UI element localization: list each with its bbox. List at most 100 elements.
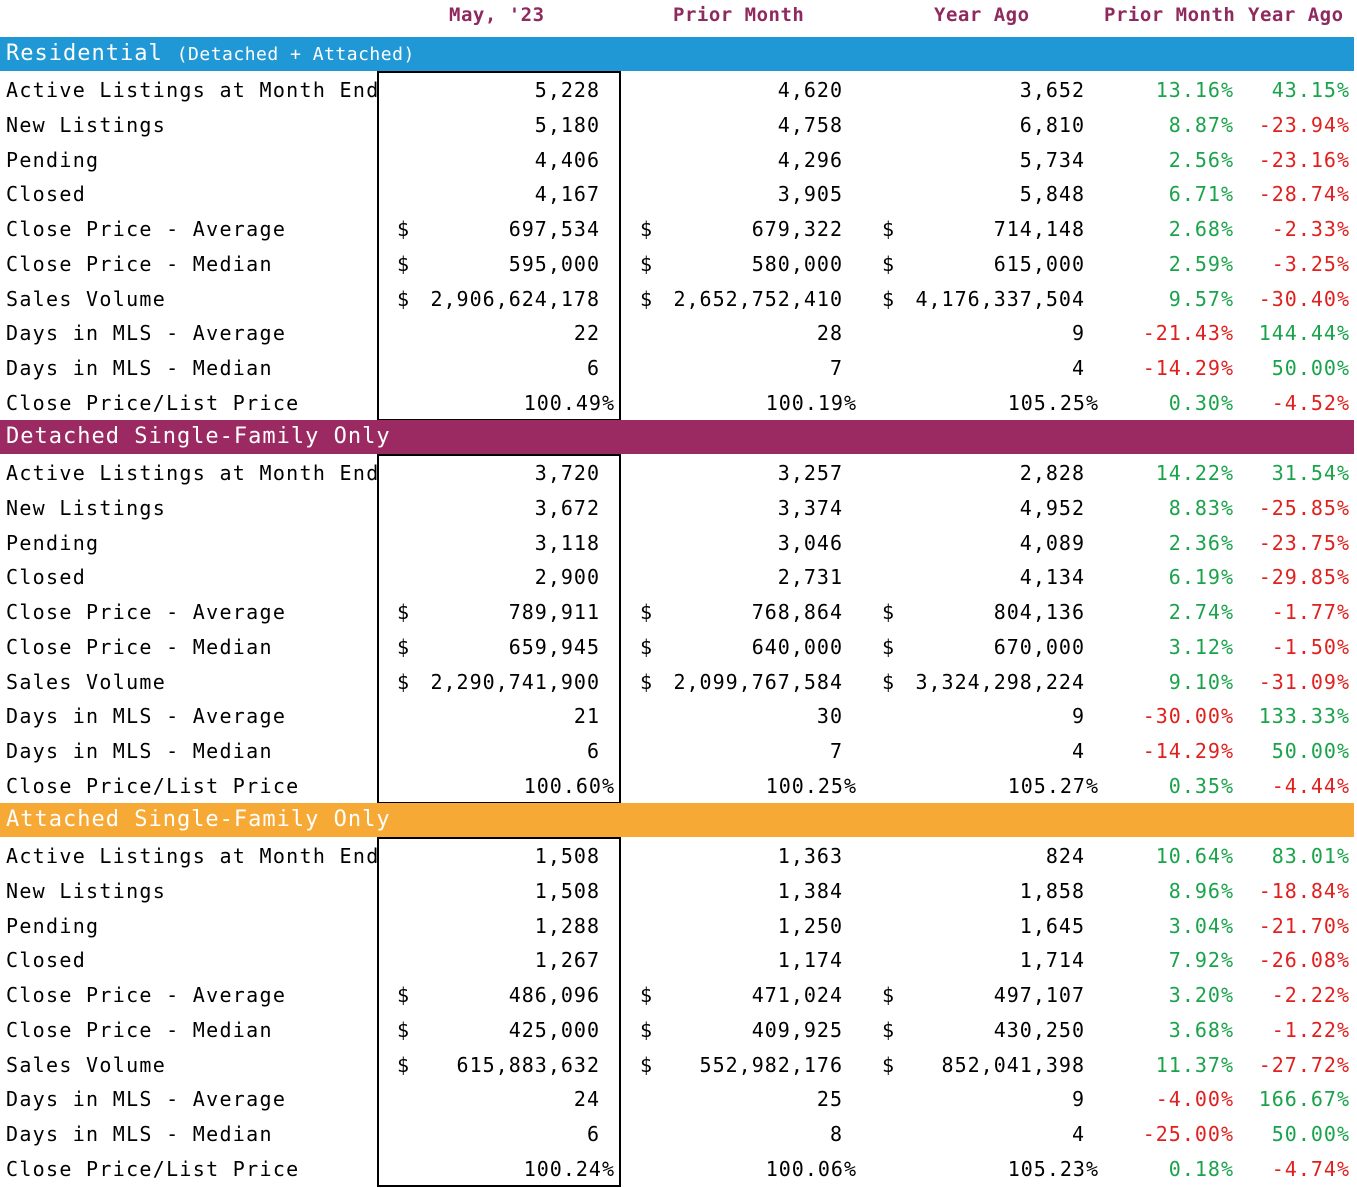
pct-change-prior-month: 2.56% (1168, 147, 1234, 172)
currency-symbol: $ (882, 251, 895, 276)
pct-change-prior-month: 2.36% (1168, 530, 1234, 555)
value-prior-month: 409,925 (751, 1017, 843, 1042)
row-label: Close Price - Median (6, 251, 273, 276)
pct-change-prior-month: 13.16% (1155, 78, 1234, 102)
row-label: Sales Volume (6, 1052, 167, 1077)
pct-change-year-ago: 83.01% (1271, 844, 1350, 868)
value-year-ago: 4 (1071, 1122, 1085, 1146)
table-row: Sales Volume $ $ $2,906,624,178 2,652,752,41… (0, 282, 1357, 317)
pct-change-prior-month: 0.18% (1168, 1156, 1234, 1181)
value-current: 659,945 (508, 634, 600, 659)
row-label: Active Listings at Month End (6, 844, 380, 868)
value-year-ago: 804,136 (993, 600, 1085, 624)
value-prior-month: 679,322 (751, 217, 843, 241)
table-row: Pending 1,288 1,250 1,645 3.04% -21.70% (0, 909, 1357, 944)
currency-symbol: $ (882, 217, 895, 241)
value-year-ago: 3,652 (1019, 78, 1085, 102)
pct-change-year-ago: 50.00% (1271, 739, 1350, 763)
pct-change-year-ago: -4.52% (1271, 390, 1350, 415)
row-label: Active Listings at Month End (6, 461, 380, 485)
row-label: Days in MLS - Average (6, 704, 287, 729)
table-row: Closed 2,900 2,731 4,134 6.19% -29.85% (0, 560, 1357, 595)
value-current: 21 (573, 704, 600, 729)
section-title: Residential (6, 41, 163, 66)
currency-symbol: $ (640, 217, 653, 241)
table-row: Active Listings at Month End 3,720 3,257 2,… (0, 456, 1357, 491)
table-row: Close Price - Average $ $ $789,911 768,864 80… (0, 595, 1357, 630)
table-row: Pending 4,406 4,296 5,734 2.56% -23.16% (0, 143, 1357, 178)
pct-change-year-ago: -25.85% (1258, 495, 1350, 520)
value-current: 5,180 (534, 112, 600, 137)
value-current: 100.24% (523, 1156, 615, 1181)
value-prior-month: 1,384 (777, 878, 843, 903)
value-current: 3,672 (534, 495, 600, 520)
pct-change-year-ago: -4.44% (1271, 773, 1350, 798)
currency-symbol: $ (640, 634, 653, 659)
pct-change-year-ago: -1.22% (1271, 1017, 1350, 1042)
value-prior-month: 7 (829, 356, 843, 380)
value-current: 100.49% (523, 390, 615, 415)
row-label: Closed (6, 948, 87, 973)
value-prior-month: 471,024 (751, 983, 843, 1007)
pct-change-year-ago: 50.00% (1271, 1122, 1350, 1146)
table-row: Sales Volume $ $ $2,290,741,900 2,099,767,58… (0, 665, 1357, 700)
value-year-ago: 9 (1071, 321, 1085, 346)
table-row: Pending 3,118 3,046 4,089 2.36% -23.75% (0, 526, 1357, 561)
pct-change-year-ago: -28.74% (1258, 182, 1350, 207)
value-year-ago: 9 (1071, 704, 1085, 729)
pct-change-year-ago: -27.72% (1258, 1052, 1350, 1077)
pct-change-prior-month: 6.71% (1168, 182, 1234, 207)
value-year-ago: 105.27% (1007, 773, 1099, 798)
row-label: Pending (6, 913, 100, 938)
value-year-ago: 1,645 (1019, 913, 1085, 938)
row-label: New Listings (6, 112, 167, 137)
pct-change-prior-month: 2.59% (1168, 251, 1234, 276)
pct-change-prior-month: 2.74% (1168, 600, 1234, 624)
currency-symbol: $ (882, 983, 895, 1007)
section-header-residential: Residential (Detached + Attached) (0, 37, 1354, 71)
column-header-year-ago: Year Ago (934, 4, 1030, 26)
table-row: Close Price/List Price 100.49% 100.19% 105.… (0, 386, 1357, 421)
pct-change-prior-month: -30.00% (1142, 704, 1234, 729)
pct-change-year-ago: -23.75% (1258, 530, 1350, 555)
value-year-ago: 105.23% (1007, 1156, 1099, 1181)
value-year-ago: 4,952 (1019, 495, 1085, 520)
value-current: 1,288 (534, 913, 600, 938)
pct-change-year-ago: -2.33% (1271, 217, 1350, 241)
table-row: Days in MLS - Average 24 25 9 -4.00% 166.67% (0, 1082, 1357, 1117)
value-year-ago: 105.25% (1007, 390, 1099, 415)
currency-symbol: $ (397, 1017, 410, 1042)
value-prior-month: 25 (816, 1087, 843, 1112)
row-label: Sales Volume (6, 286, 167, 311)
table-row: Days in MLS - Average 22 28 9 -21.43% 144.44% (0, 316, 1357, 351)
pct-change-prior-month: 9.10% (1168, 669, 1234, 694)
section-title: Attached Single-Family Only (6, 807, 391, 832)
row-label: Pending (6, 147, 100, 172)
table-row: Active Listings at Month End 1,508 1,363 82… (0, 839, 1357, 874)
value-prior-month: 1,363 (777, 844, 843, 868)
row-label: Pending (6, 530, 100, 555)
pct-change-year-ago: -1.50% (1271, 634, 1350, 659)
row-label: Close Price - Average (6, 217, 287, 241)
value-current: 789,911 (508, 600, 600, 624)
pct-change-prior-month: 8.96% (1168, 878, 1234, 903)
pct-change-prior-month: 0.35% (1168, 773, 1234, 798)
pct-change-year-ago: -31.09% (1258, 669, 1350, 694)
value-prior-month: 3,046 (777, 530, 843, 555)
value-prior-month: 2,731 (777, 565, 843, 590)
value-current: 24 (573, 1087, 600, 1112)
currency-symbol: $ (640, 1017, 653, 1042)
value-prior-month: 8 (829, 1122, 843, 1146)
row-label: Closed (6, 182, 87, 207)
value-year-ago: 670,000 (993, 634, 1085, 659)
value-year-ago: 9 (1071, 1087, 1085, 1112)
value-year-ago: 1,858 (1019, 878, 1085, 903)
value-prior-month: 100.19% (765, 390, 857, 415)
pct-change-prior-month: -4.00% (1155, 1087, 1234, 1112)
value-current: 22 (573, 321, 600, 346)
table-row: Close Price - Median $ $ $595,000 580,000 615… (0, 247, 1357, 282)
currency-symbol: $ (397, 217, 410, 241)
row-label: Sales Volume (6, 669, 167, 694)
pct-change-year-ago: -1.77% (1271, 600, 1350, 624)
value-current: 6 (586, 739, 600, 763)
